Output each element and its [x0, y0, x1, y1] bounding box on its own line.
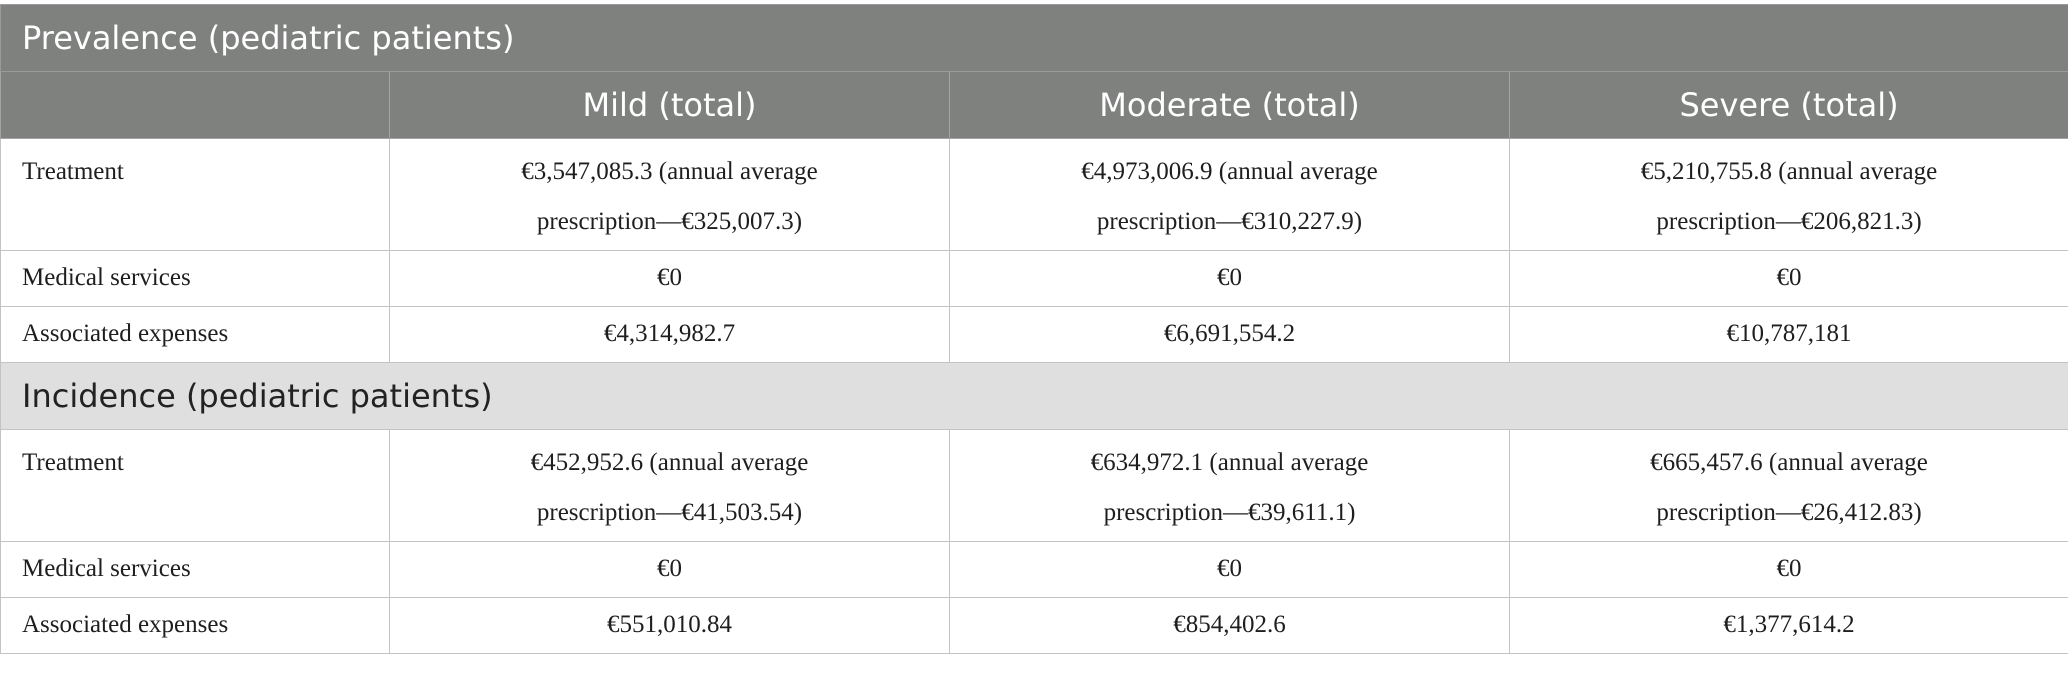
row-label: Associated expenses [0, 597, 390, 654]
cell-severe: €0 [1508, 250, 2068, 307]
column-header-severe: Severe (total) [1508, 71, 2068, 139]
column-header-empty [0, 71, 390, 139]
table-row: Medical services €0 €0 €0 [0, 541, 2068, 598]
cell-severe: €5,210,755.8 (annual average prescription… [1508, 138, 2068, 251]
table-row: Medical services €0 €0 €0 [0, 250, 2068, 307]
cell-moderate: €4,973,006.9 (annual average prescription… [949, 138, 1510, 251]
cell-mild: €551,010.84 [389, 597, 950, 654]
cell-mild: €0 [389, 250, 950, 307]
section-title: Prevalence (pediatric patients) [0, 4, 2068, 72]
column-header-row: Mild (total) Moderate (total) Severe (to… [0, 71, 2068, 139]
cell-mild: €3,547,085.3 (annual average prescription… [389, 138, 950, 251]
row-label: Associated expenses [0, 306, 390, 363]
section-header-incidence: Incidence (pediatric patients) [0, 362, 2068, 430]
table-row: Associated expenses €4,314,982.7 €6,691,… [0, 306, 2068, 363]
cell-severe: €0 [1508, 541, 2068, 598]
cell-mild: €452,952.6 (annual average prescription—€… [389, 429, 950, 542]
cell-severe: €10,787,181 [1508, 306, 2068, 363]
cell-moderate: €854,402.6 [949, 597, 1510, 654]
table-row: Treatment €452,952.6 (annual average pres… [0, 429, 2068, 542]
cell-moderate: €0 [949, 250, 1510, 307]
cell-moderate: €0 [949, 541, 1510, 598]
row-label: Medical services [0, 541, 390, 598]
row-label: Treatment [0, 429, 390, 542]
section-title: Incidence (pediatric patients) [0, 362, 2068, 430]
row-label: Treatment [0, 138, 390, 251]
cell-severe: €1,377,614.2 [1508, 597, 2068, 654]
cost-table: Prevalence (pediatric patients) Mild (to… [0, 4, 2068, 654]
cell-moderate: €6,691,554.2 [949, 306, 1510, 363]
table-row: Associated expenses €551,010.84 €854,402… [0, 597, 2068, 654]
column-header-moderate: Moderate (total) [949, 71, 1510, 139]
row-label: Medical services [0, 250, 390, 307]
cell-mild: €0 [389, 541, 950, 598]
column-header-mild: Mild (total) [389, 71, 950, 139]
cell-moderate: €634,972.1 (annual average prescription—€… [949, 429, 1510, 542]
section-header-prevalence: Prevalence (pediatric patients) [0, 4, 2068, 72]
table-row: Treatment €3,547,085.3 (annual average pr… [0, 138, 2068, 251]
cell-mild: €4,314,982.7 [389, 306, 950, 363]
cell-severe: €665,457.6 (annual average prescription—€… [1508, 429, 2068, 542]
